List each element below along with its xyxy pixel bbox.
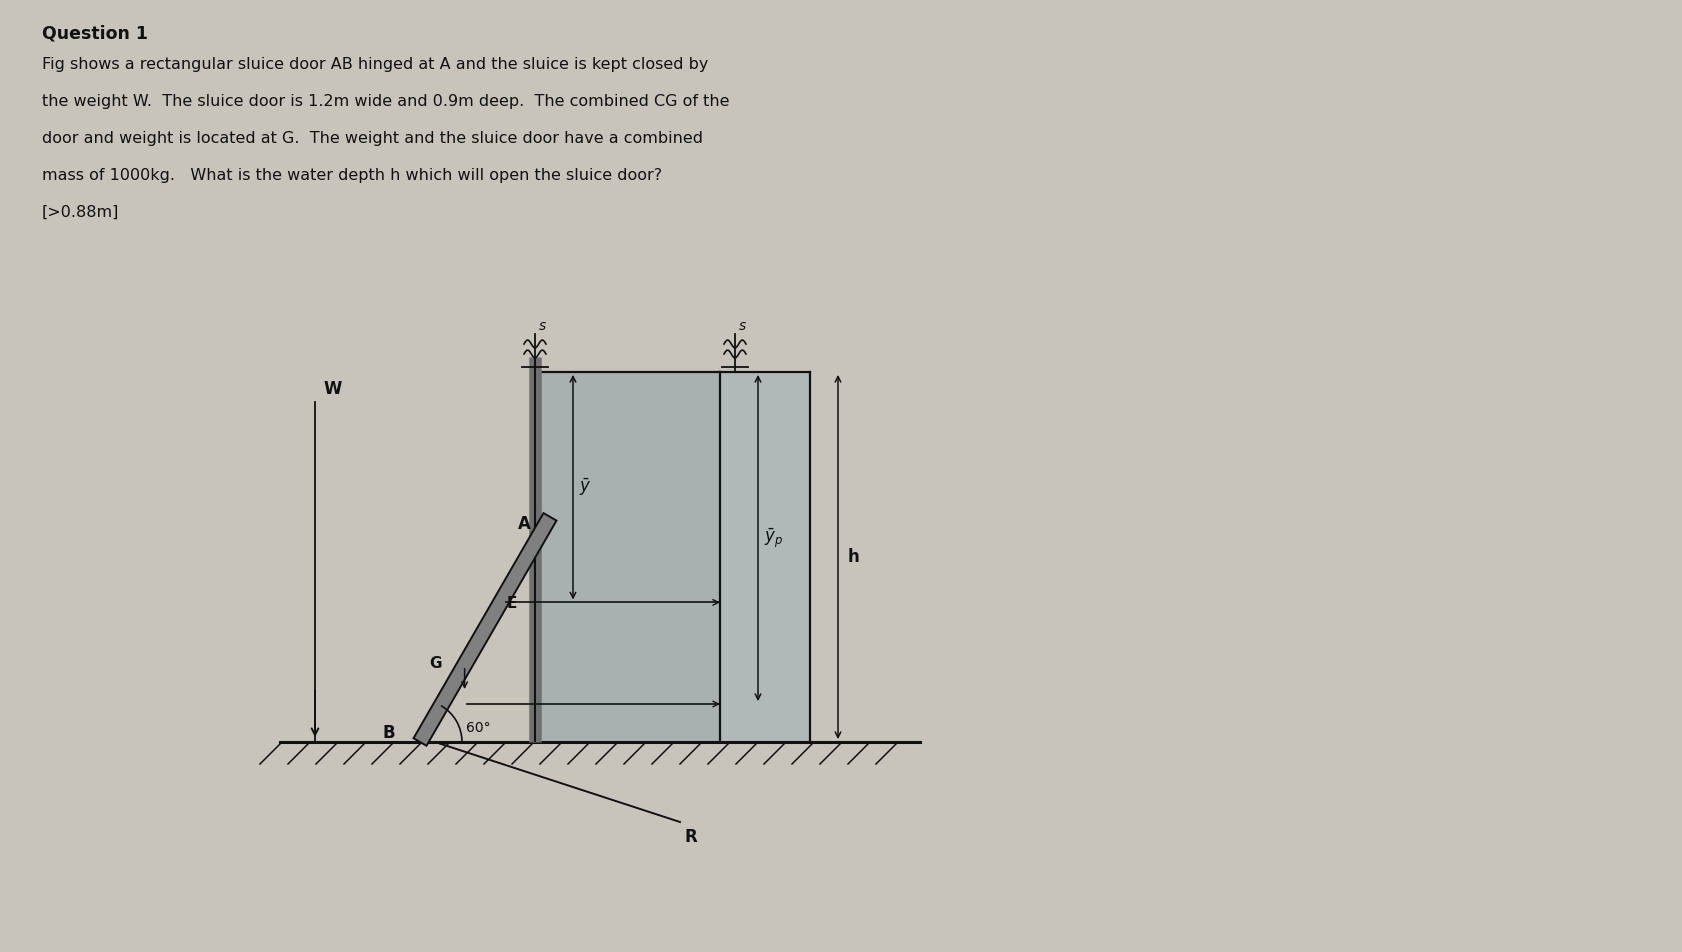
- Text: Question 1: Question 1: [42, 24, 148, 42]
- Text: E: E: [506, 596, 516, 611]
- Text: the weight W.  The sluice door is 1.2m wide and 0.9m deep.  The combined CG of t: the weight W. The sluice door is 1.2m wi…: [42, 94, 728, 109]
- Text: Fig shows a rectangular sluice door AB hinged at A and the sluice is kept closed: Fig shows a rectangular sluice door AB h…: [42, 57, 708, 72]
- Text: $\bar{y}$: $\bar{y}$: [579, 477, 590, 498]
- Text: $\bar{y}_p$: $\bar{y}_p$: [764, 526, 782, 550]
- Polygon shape: [720, 372, 809, 742]
- Text: R: R: [685, 828, 698, 846]
- Text: door and weight is located at G.  The weight and the sluice door have a combined: door and weight is located at G. The wei…: [42, 131, 703, 146]
- Text: s: s: [538, 319, 547, 333]
- Text: h: h: [848, 548, 860, 566]
- Text: W: W: [323, 380, 341, 398]
- Text: mass of 1000kg.   What is the water depth h which will open the sluice door?: mass of 1000kg. What is the water depth …: [42, 168, 661, 183]
- Text: G: G: [429, 656, 442, 671]
- Text: B: B: [382, 724, 394, 742]
- Polygon shape: [535, 372, 720, 742]
- Text: s: s: [738, 319, 745, 333]
- Text: A: A: [518, 515, 530, 533]
- Polygon shape: [414, 513, 557, 745]
- Text: 60°: 60°: [466, 721, 491, 735]
- Text: [>0.88m]: [>0.88m]: [42, 205, 119, 220]
